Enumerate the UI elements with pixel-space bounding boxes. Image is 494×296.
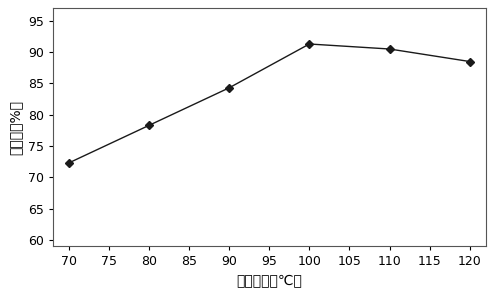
X-axis label: 蕲決温度（℃）: 蕲決温度（℃）: [236, 274, 302, 288]
Y-axis label: 破乳率（%）: 破乳率（%）: [8, 100, 22, 155]
